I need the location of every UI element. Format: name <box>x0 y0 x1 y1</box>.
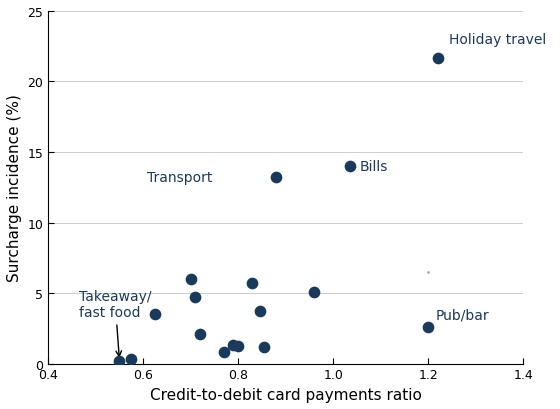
Point <box>195 331 204 337</box>
Point <box>127 356 136 363</box>
Text: Transport: Transport <box>147 171 212 185</box>
Point <box>272 175 281 181</box>
Point <box>248 280 257 287</box>
Point <box>186 276 195 283</box>
Y-axis label: Surcharge incidence (%): Surcharge incidence (%) <box>7 94 22 281</box>
Point <box>220 348 228 355</box>
Point <box>346 164 354 170</box>
Text: Pub/bar: Pub/bar <box>435 308 489 321</box>
Point <box>310 289 319 295</box>
Point <box>151 311 160 318</box>
Text: Takeaway/
fast food: Takeaway/ fast food <box>79 290 152 357</box>
Point <box>115 357 124 364</box>
Point <box>433 55 442 62</box>
Point <box>260 344 269 350</box>
Point <box>191 294 200 301</box>
Point <box>255 308 264 315</box>
Point <box>234 343 242 349</box>
X-axis label: Credit-to-debit card payments ratio: Credit-to-debit card payments ratio <box>150 387 422 402</box>
Point <box>423 324 432 330</box>
Text: Holiday travel: Holiday travel <box>450 33 547 47</box>
Text: Bills: Bills <box>360 160 388 174</box>
Point <box>229 342 238 348</box>
